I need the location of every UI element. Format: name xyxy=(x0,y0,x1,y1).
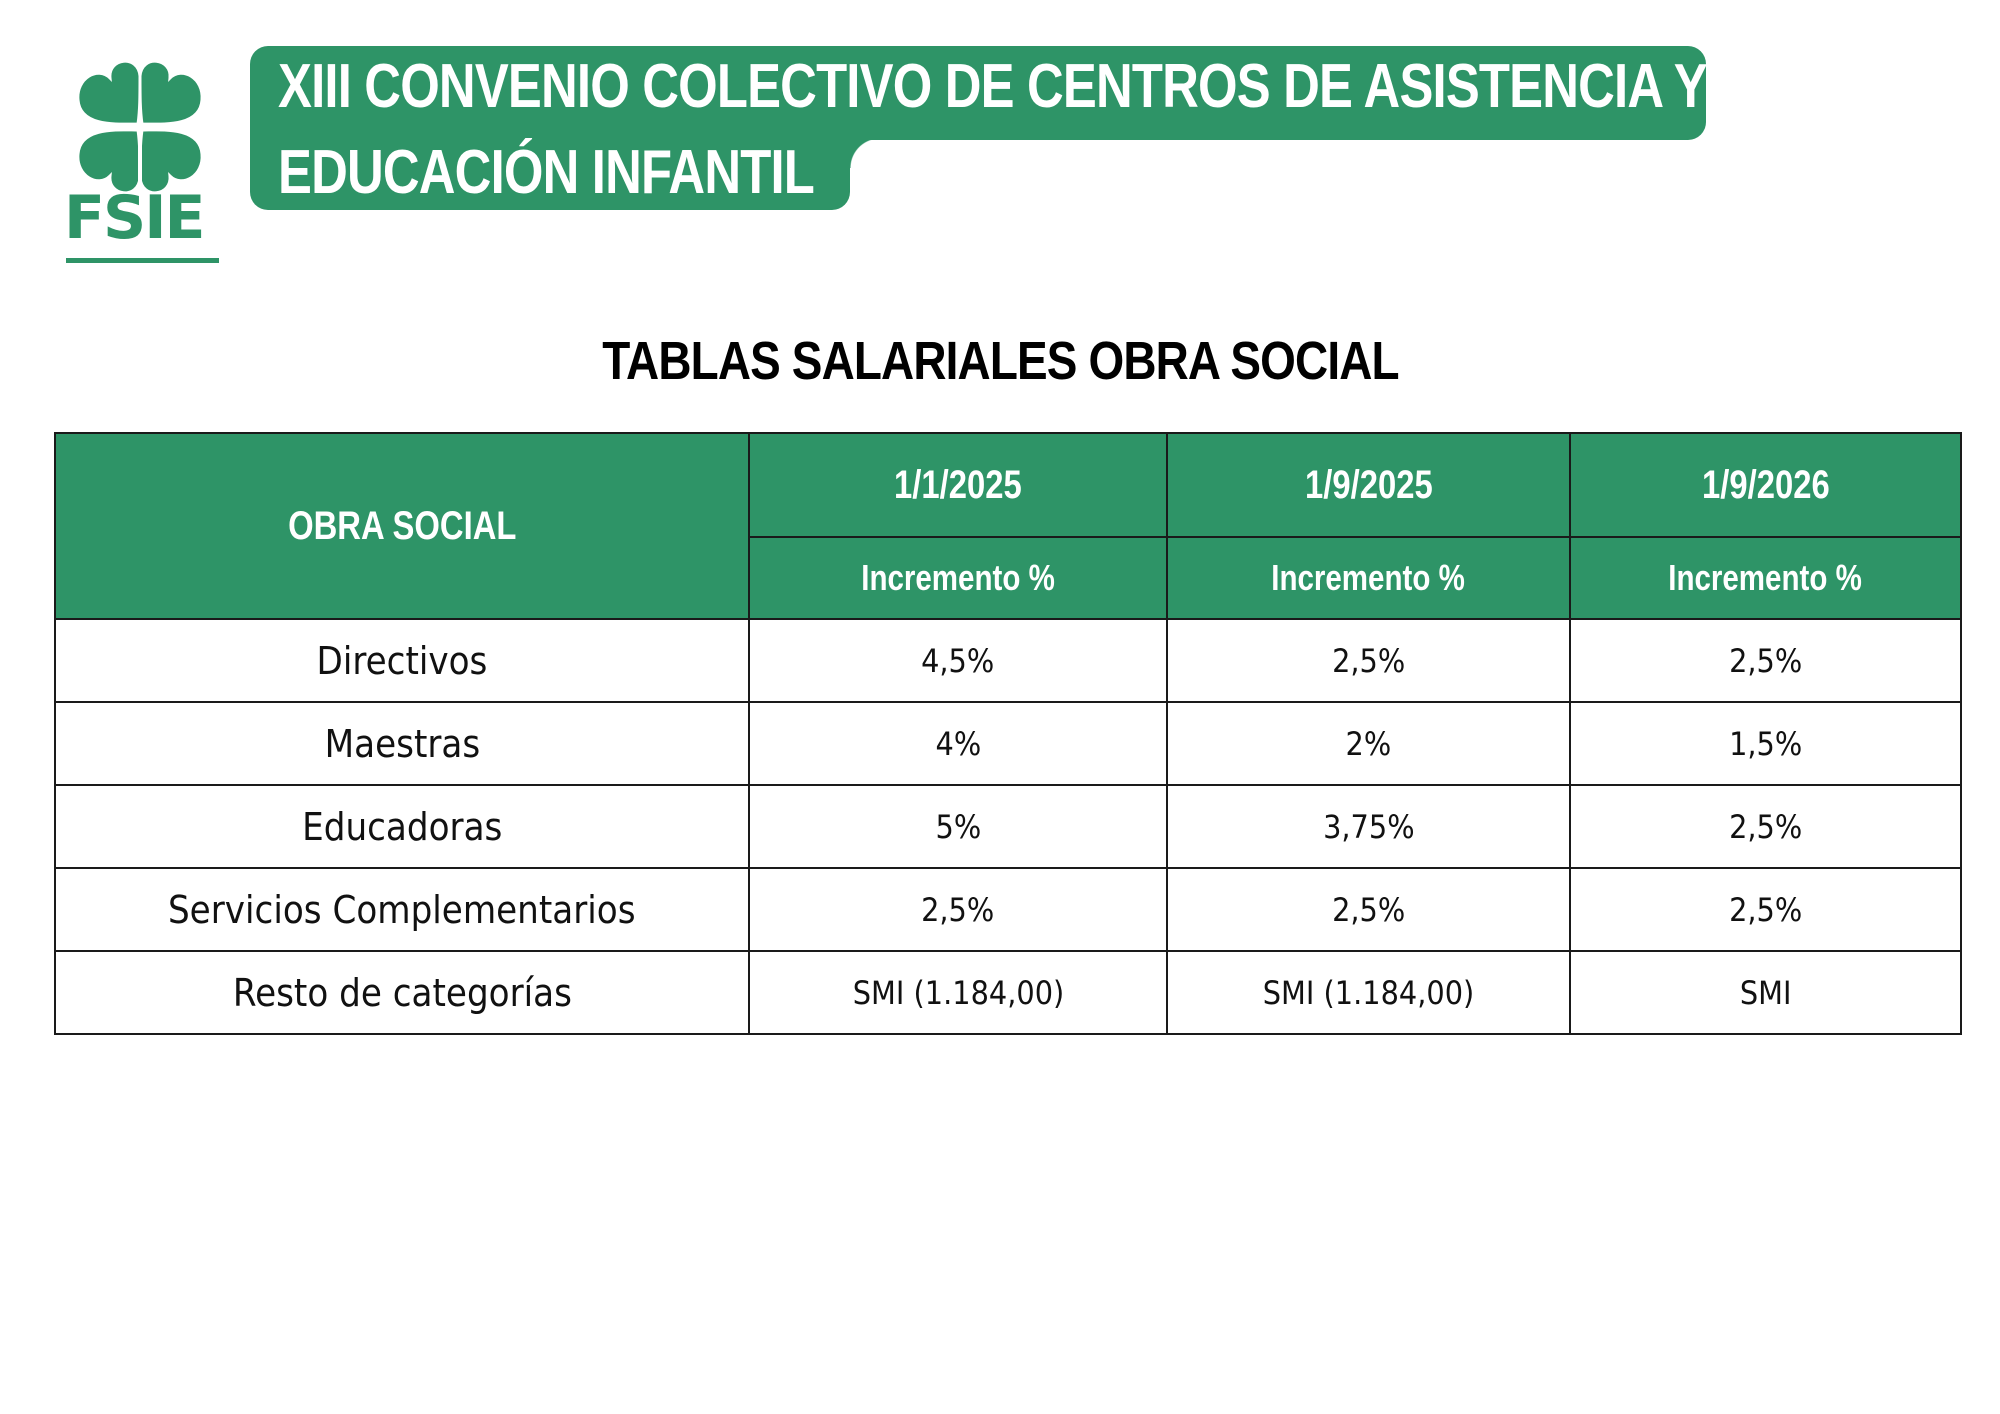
value-cell: 2,5% xyxy=(1166,867,1571,952)
table-header-row: OBRA SOCIAL 1/1/2025 1/9/2025 1/9/2026 xyxy=(54,432,1962,620)
value-cell: 2% xyxy=(1166,701,1571,786)
value-cell: 2,5% xyxy=(1166,618,1571,703)
table-row: Servicios Complementarios 2,5% 2,5% 2,5% xyxy=(54,867,1962,952)
logo-text: FSIE xyxy=(64,183,206,253)
value-cell: 2,5% xyxy=(1569,867,1962,952)
increment-header: Incremento % xyxy=(748,536,1168,620)
value-cell: SMI (1.184,00) xyxy=(1166,950,1571,1035)
date-header: 1/9/2025 xyxy=(1166,432,1571,538)
value-cell: 4% xyxy=(748,701,1168,786)
category-cell: Servicios Complementarios xyxy=(54,867,750,952)
table-row: Directivos 4,5% 2,5% 2,5% xyxy=(54,618,1962,703)
value-cell: 4,5% xyxy=(748,618,1168,703)
date-header: 1/1/2025 xyxy=(748,432,1168,538)
value-cell: 2,5% xyxy=(748,867,1168,952)
value-cell: 5% xyxy=(748,784,1168,869)
banner-line-1: XIII CONVENIO COLECTIVO DE CENTROS DE AS… xyxy=(250,46,1708,140)
banner-notch xyxy=(850,138,880,168)
banner-line-1-text: XIII CONVENIO COLECTIVO DE CENTROS DE AS… xyxy=(278,52,1708,121)
category-cell: Resto de categorías xyxy=(54,950,750,1035)
page-title: TABLAS SALARIALES OBRA SOCIAL xyxy=(0,330,2000,392)
increment-header: Incremento % xyxy=(1569,536,1962,620)
value-cell: 1,5% xyxy=(1569,701,1962,786)
page-title-text: TABLAS SALARIALES OBRA SOCIAL xyxy=(601,331,1399,391)
salary-table: OBRA SOCIAL 1/1/2025 1/9/2025 1/9/2026 I… xyxy=(54,432,1962,1035)
table-row: Maestras 4% 2% 1,5% xyxy=(54,701,1962,786)
increment-header: Incremento % xyxy=(1166,536,1571,620)
table-row: Resto de categorías SMI (1.184,00) SMI (… xyxy=(54,950,1962,1035)
value-cell: SMI xyxy=(1569,950,1962,1035)
table-row: Educadoras 5% 3,75% 2,5% xyxy=(54,784,1962,869)
banner-line-2-text: EDUCACIÓN INFANTIL xyxy=(278,138,815,207)
value-cell: 2,5% xyxy=(1569,784,1962,869)
corner-header: OBRA SOCIAL xyxy=(54,432,750,620)
logo-underline xyxy=(66,258,219,263)
value-cell: 2,5% xyxy=(1569,618,1962,703)
category-cell: Educadoras xyxy=(54,784,750,869)
value-cell: 3,75% xyxy=(1166,784,1571,869)
date-header: 1/9/2026 xyxy=(1569,432,1962,538)
category-cell: Directivos xyxy=(54,618,750,703)
four-leaf-clover-icon xyxy=(76,59,204,200)
value-cell: SMI (1.184,00) xyxy=(748,950,1168,1035)
banner-line-2: EDUCACIÓN INFANTIL xyxy=(250,138,850,210)
category-cell: Maestras xyxy=(54,701,750,786)
table-subheader-row: Incremento % Incremento % Incremento % xyxy=(55,536,1962,620)
